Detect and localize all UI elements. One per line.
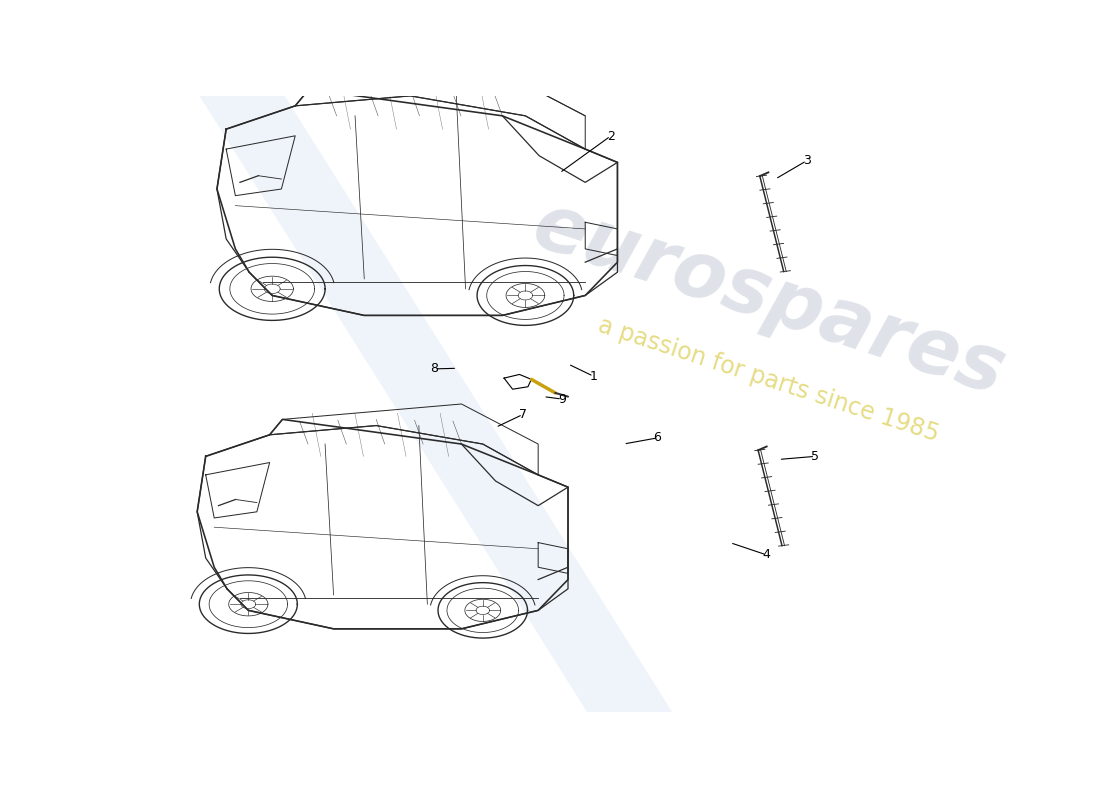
Text: 6: 6	[653, 431, 661, 444]
Text: 5: 5	[811, 450, 819, 463]
Text: 2: 2	[607, 130, 615, 142]
Text: 3: 3	[803, 154, 811, 167]
Polygon shape	[180, 65, 692, 742]
Text: eurospares: eurospares	[522, 187, 1014, 411]
Text: 7: 7	[519, 408, 527, 421]
Text: 8: 8	[430, 362, 438, 375]
Text: 1: 1	[590, 370, 597, 382]
Text: 9: 9	[558, 393, 566, 406]
Text: a passion for parts since 1985: a passion for parts since 1985	[595, 313, 942, 446]
Text: 4: 4	[762, 549, 771, 562]
